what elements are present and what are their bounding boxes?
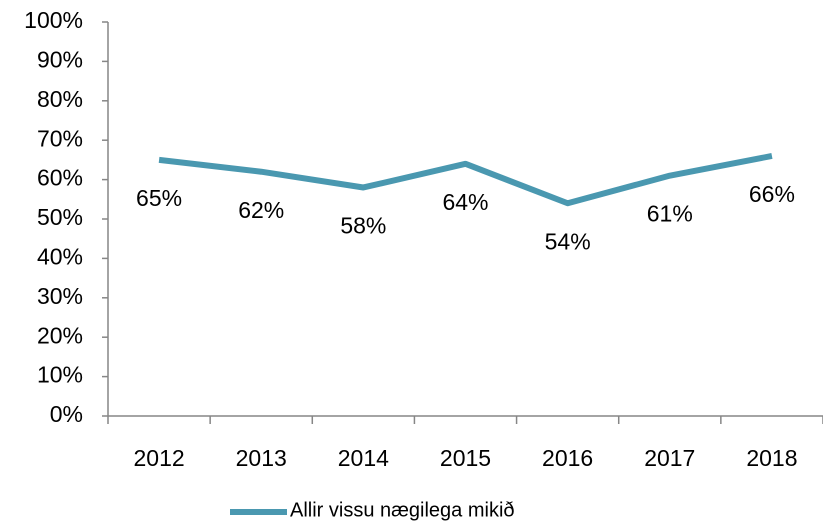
data-label: 58% (340, 213, 386, 239)
data-label: 62% (238, 197, 284, 223)
data-label: 61% (647, 201, 693, 227)
data-label: 66% (749, 181, 795, 207)
y-tick-label: 50% (37, 204, 83, 230)
data-line (158, 153, 773, 207)
y-tick-label: 70% (37, 125, 83, 151)
y-tick-label: 0% (50, 401, 83, 427)
y-tick-label: 40% (37, 243, 83, 269)
y-tick-label: 100% (24, 7, 83, 33)
x-tick-label: 2017 (644, 445, 695, 471)
y-tick-label: 60% (37, 165, 83, 191)
y-tick-label: 80% (37, 86, 83, 112)
legend-label: Allir vissu nægilega mikið (290, 499, 515, 521)
y-tick-label: 30% (37, 283, 83, 309)
y-tick-label: 10% (37, 362, 83, 388)
data-label: 54% (545, 228, 591, 254)
data-label: 64% (442, 189, 488, 215)
x-tick-label: 2015 (440, 445, 491, 471)
x-tick-label: 2014 (338, 445, 389, 471)
x-tick-label: 2013 (236, 445, 287, 471)
data-label: 65% (136, 185, 182, 211)
y-tick-label: 90% (37, 46, 83, 72)
y-tick-label: 20% (37, 322, 83, 348)
x-tick-label: 2018 (746, 445, 797, 471)
x-tick-label: 2012 (133, 445, 184, 471)
x-tick-label: 2016 (542, 445, 593, 471)
